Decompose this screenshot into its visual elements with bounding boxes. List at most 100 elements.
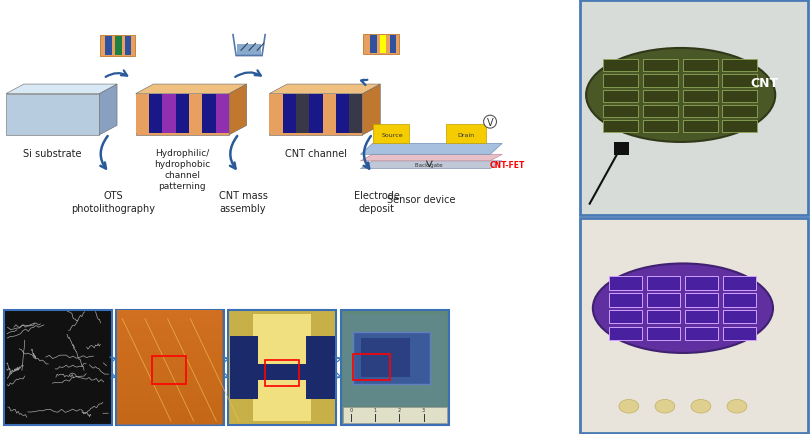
Polygon shape [6,95,99,135]
Bar [253,315,311,421]
Bar [117,356,222,360]
Bar [117,368,222,372]
Bar [117,314,222,318]
Bar [117,349,222,352]
Bar [117,387,222,391]
Text: 2: 2 [398,407,401,412]
Ellipse shape [691,400,711,413]
Polygon shape [283,95,296,134]
Bar [117,341,222,345]
Bar [603,105,638,118]
Bar [117,379,222,383]
Text: V: V [487,118,493,127]
Polygon shape [446,125,486,144]
Polygon shape [229,85,247,135]
Bar [117,383,222,387]
Bar [363,35,399,55]
Polygon shape [202,95,215,134]
Bar [647,276,680,290]
Bar [643,60,678,72]
Bar [723,75,757,87]
Bar [683,90,718,102]
Bar [115,36,122,56]
Bar [105,36,112,56]
Bar [343,407,447,423]
Bar [723,293,756,307]
Bar [343,315,446,406]
Polygon shape [309,95,322,134]
Bar [647,310,680,324]
Text: Back gate: Back gate [416,163,443,168]
Bar [117,421,222,425]
Polygon shape [360,161,502,169]
Bar [117,414,222,418]
Bar [117,322,222,326]
Text: Sensor device: Sensor device [387,194,455,204]
Text: Electrode
deposit: Electrode deposit [354,191,399,213]
Bar [117,337,222,341]
Bar [643,105,678,118]
Bar [380,36,386,54]
Text: CNT: CNT [750,76,778,89]
Bar [603,60,638,72]
Polygon shape [360,155,502,161]
Bar [684,327,718,341]
Ellipse shape [593,264,773,353]
Bar [117,310,222,314]
Polygon shape [99,85,117,135]
Bar [647,293,680,307]
Bar [723,90,757,102]
Bar [643,90,678,102]
Bar [117,360,222,364]
Text: OTS
photolithography: OTS photolithography [71,191,156,213]
Bar [683,75,718,87]
Bar [684,293,718,307]
Bar [683,121,718,133]
Bar [117,345,222,349]
Bar [117,352,222,356]
Text: Drain: Drain [457,133,475,138]
Bar [353,355,390,380]
Polygon shape [360,144,502,155]
Bar [117,398,222,402]
Bar [230,365,335,380]
Bar [723,60,757,72]
Bar [643,121,678,133]
Bar [643,75,678,87]
Text: CNT mass
assembly: CNT mass assembly [219,191,267,213]
Bar [370,36,377,54]
Bar [615,142,629,155]
Bar [117,329,222,333]
Text: Hydrophilic/
hydrophobic
channel
patterning: Hydrophilic/ hydrophobic channel pattern… [154,148,211,191]
Bar [390,36,396,54]
FancyBboxPatch shape [580,1,808,216]
Bar [117,318,222,322]
Polygon shape [322,95,336,134]
Polygon shape [176,95,189,134]
Bar [603,121,638,133]
Bar [117,372,222,375]
Bar [353,332,430,384]
Bar [609,310,642,324]
Bar [230,336,258,399]
Text: Source: Source [382,133,403,138]
Polygon shape [136,85,247,95]
Polygon shape [149,95,162,134]
FancyBboxPatch shape [228,310,336,425]
Polygon shape [269,95,283,134]
Bar [723,105,757,118]
Bar [723,121,757,133]
Ellipse shape [727,400,747,413]
Bar [723,276,756,290]
Bar [723,310,756,324]
Bar [117,326,222,329]
Polygon shape [373,125,409,144]
FancyBboxPatch shape [580,218,808,433]
Bar [117,402,222,406]
Bar [117,391,222,395]
Ellipse shape [586,49,775,143]
Text: CNT channel: CNT channel [285,148,347,158]
Polygon shape [136,95,229,135]
Bar [117,395,222,398]
Polygon shape [336,95,349,134]
